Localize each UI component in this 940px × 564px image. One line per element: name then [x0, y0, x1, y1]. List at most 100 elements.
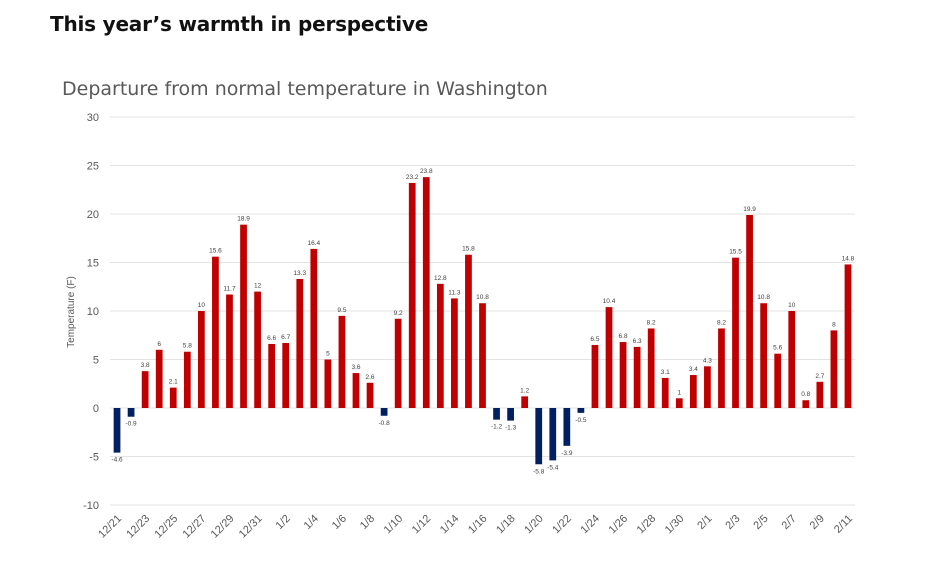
x-tick-label: 2/3 [723, 513, 742, 532]
data-label: 23.8 [420, 168, 433, 175]
bar [633, 346, 641, 408]
data-label: -5.4 [547, 464, 559, 471]
data-label: 9.2 [394, 310, 403, 317]
data-label: 1.2 [520, 387, 529, 394]
data-label: -4.6 [111, 457, 123, 464]
bar [394, 318, 402, 408]
bar [718, 328, 725, 408]
y-axis-label: Temperature (F) [66, 276, 77, 348]
x-tick-label: 12/25 [152, 513, 180, 541]
bar [240, 224, 247, 408]
headline: This year’s warmth in perspective [50, 12, 429, 36]
bar [113, 408, 121, 453]
data-label: 5.8 [183, 343, 192, 350]
bar [141, 371, 149, 408]
data-label: -1.2 [491, 424, 503, 431]
data-label: 3.1 [661, 369, 670, 376]
bar [408, 182, 416, 408]
y-tick-label: 5 [93, 355, 99, 367]
data-label: -3.9 [561, 450, 573, 457]
y-tick-label: 10 [87, 306, 99, 318]
data-label: 6.6 [267, 335, 276, 342]
data-label: 18.9 [237, 216, 250, 223]
bar [436, 283, 444, 408]
bar [268, 343, 276, 408]
x-tick-label: 1/10 [382, 513, 406, 537]
bar [324, 359, 332, 408]
x-tick-label: 1/14 [438, 513, 462, 537]
bar [802, 400, 810, 408]
data-label: 14.8 [842, 255, 855, 262]
y-tick-label: -5 [89, 452, 99, 464]
data-label: 6.7 [281, 334, 290, 341]
y-tick-label: -10 [83, 500, 99, 512]
data-label: 5.6 [773, 345, 782, 352]
bar [380, 408, 388, 416]
data-label: 10.8 [757, 294, 770, 301]
x-tick-label: 1/12 [410, 513, 434, 537]
data-label: 4.3 [703, 357, 712, 364]
data-label: 3.8 [141, 362, 150, 369]
data-label: 3.6 [351, 364, 360, 371]
bar [127, 408, 135, 417]
data-label: 15.8 [462, 246, 475, 253]
data-label: 8 [832, 321, 836, 328]
bar [605, 307, 613, 408]
x-tick-label: 1/30 [663, 513, 687, 537]
bar [451, 298, 458, 408]
bar [647, 328, 655, 408]
bar [732, 257, 739, 408]
x-tick-label: 12/27 [181, 513, 209, 541]
x-tick-label: 2/1 [695, 513, 714, 532]
bar [746, 214, 753, 408]
data-label: 11.3 [448, 289, 461, 296]
bar [338, 315, 346, 408]
bar [577, 408, 585, 413]
data-label: 6.8 [619, 333, 628, 340]
data-label: 10 [788, 302, 796, 309]
bar [169, 387, 177, 408]
chart-title: Departure from normal temperature in Was… [62, 78, 548, 100]
x-tick-label: 1/18 [494, 513, 518, 537]
bar [352, 373, 360, 408]
data-label: 12 [254, 283, 262, 290]
data-label: 11.7 [223, 286, 236, 293]
bar [254, 291, 261, 408]
bar [507, 408, 514, 421]
bar [493, 408, 500, 420]
y-tick-label: 0 [93, 403, 99, 415]
bar [465, 254, 472, 408]
bar [591, 344, 599, 408]
x-tick-label: 12/29 [209, 513, 237, 541]
bar [422, 177, 430, 408]
data-label: 8.2 [647, 319, 656, 326]
x-axis-ticks: 12/21 12/23 12/25 12/27 12/29 12/31 1/2 1/4 1/6 1… [96, 513, 855, 541]
data-label: 10.4 [603, 298, 616, 305]
bar [479, 303, 486, 408]
data-label: 2.1 [169, 379, 178, 386]
bars [113, 177, 852, 465]
data-label: -5.8 [533, 468, 545, 475]
y-tick-label: 15 [87, 258, 99, 270]
x-tick-label: 1/8 [358, 513, 377, 532]
x-tick-label: 12/21 [96, 513, 124, 541]
data-label: 10.8 [476, 294, 489, 301]
data-label: 23.2 [406, 174, 419, 181]
y-tick-label: 30 [87, 112, 99, 124]
bar [535, 408, 543, 465]
bar [366, 382, 374, 408]
bar [774, 353, 782, 408]
data-label: -0.9 [125, 421, 137, 428]
bar [282, 343, 290, 408]
bar [521, 396, 529, 408]
bar [830, 330, 838, 408]
data-label: 19.9 [743, 206, 756, 213]
data-label: 10 [198, 302, 206, 309]
bar [563, 408, 571, 446]
bar [788, 311, 796, 408]
x-tick-label: 2/9 [808, 513, 827, 532]
bar [661, 377, 669, 408]
y-tick-label: 20 [87, 209, 99, 221]
bar [212, 256, 219, 408]
